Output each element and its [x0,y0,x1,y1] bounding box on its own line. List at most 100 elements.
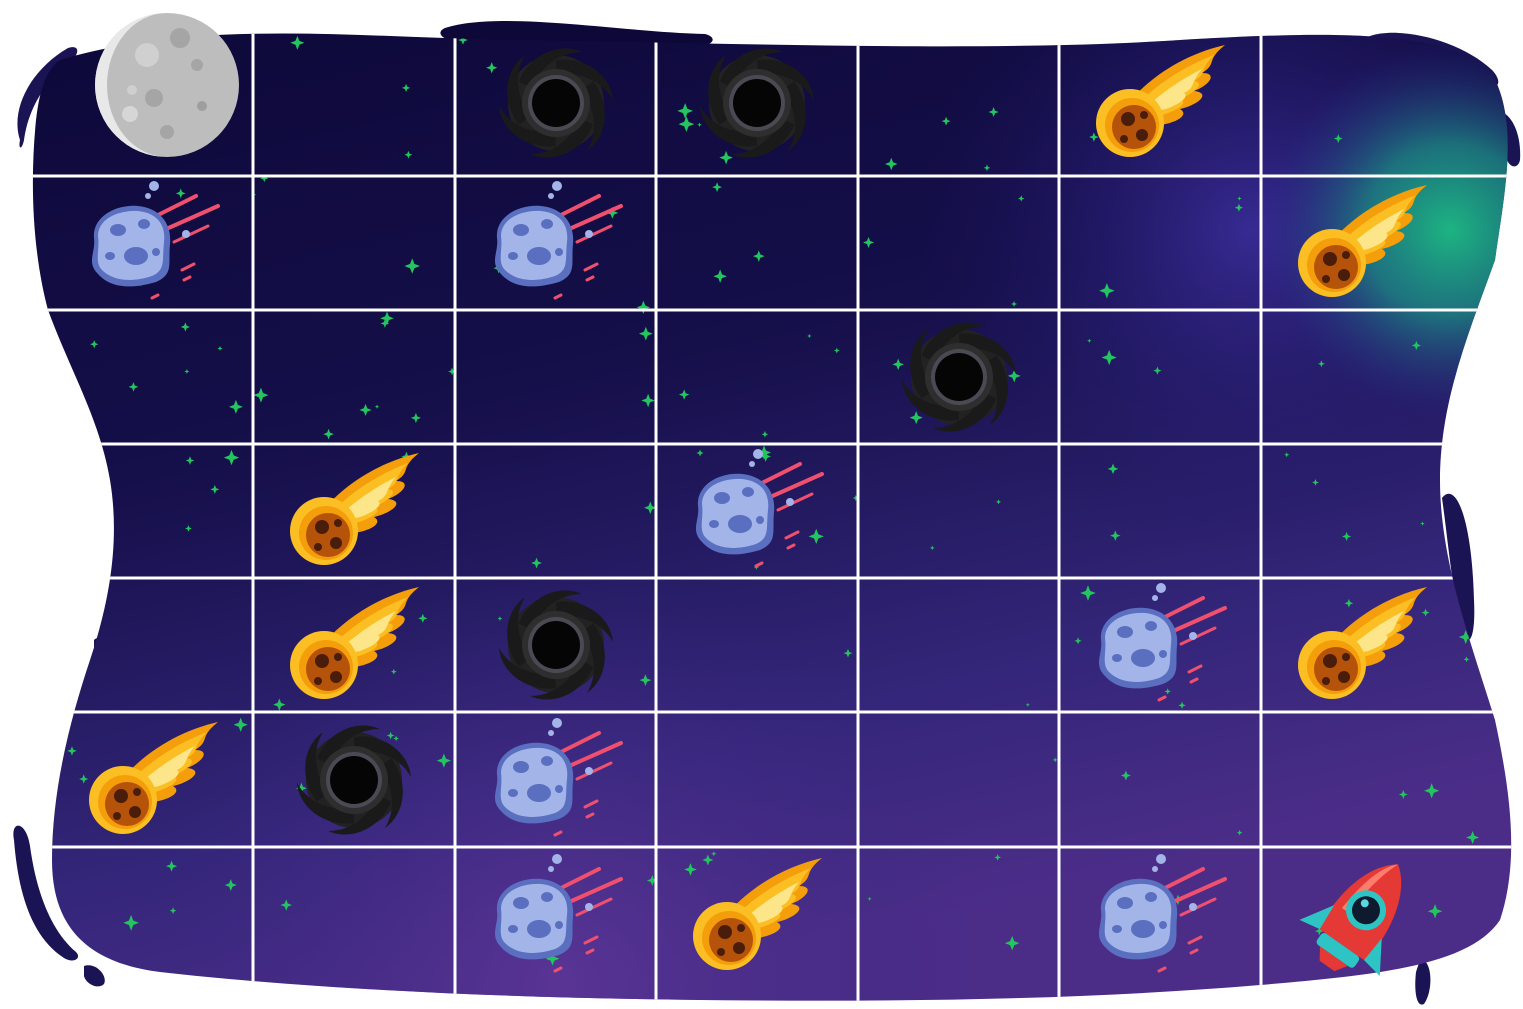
cell-r7-c3[interactable] [455,847,656,985]
cell-r3-c3[interactable] [455,310,656,444]
cell-r7-c2[interactable] [253,847,455,985]
cell-r2-c3[interactable] [455,176,656,310]
star [273,698,286,711]
cell-r5-c5[interactable] [858,578,1059,712]
star [636,300,651,315]
black-hole-icon [491,38,621,168]
cell-r1-c4[interactable] [656,30,858,176]
cell-r3-c6[interactable] [1059,310,1261,444]
star [697,122,702,128]
cell-r1-c3[interactable] [455,30,656,176]
star [390,668,397,675]
star [702,854,714,866]
cell-r2-c2[interactable] [253,176,455,310]
space-wisp [1415,959,1431,1005]
cell-r6-c3[interactable] [455,712,656,847]
star [644,501,657,514]
cell-r7-c5[interactable] [858,847,1059,985]
cell-r6-c1[interactable] [52,712,253,847]
star [1107,463,1119,475]
star [224,879,237,892]
star [128,382,139,392]
cell-r5-c2[interactable] [253,578,455,712]
space-wisp [1442,493,1475,640]
star [639,674,652,686]
star [1427,904,1443,919]
comet-icon [1292,585,1432,705]
cell-r4-c7[interactable] [1261,444,1462,578]
star [67,746,77,756]
star [1089,132,1099,142]
space-wisp [84,965,105,987]
cell-r5-c1[interactable] [52,578,253,712]
black-hole-icon [894,312,1024,442]
cell-r5-c4[interactable] [656,578,858,712]
star [253,387,269,403]
cell-r1-c6[interactable] [1059,30,1261,176]
star [1120,770,1131,781]
star [1458,630,1473,645]
star [1236,829,1243,836]
cell-r2-c1[interactable] [52,176,253,310]
star [833,347,840,354]
cell-r5-c3[interactable] [455,578,656,712]
asteroid-icon [1085,580,1235,710]
star [892,358,904,371]
star [756,445,772,460]
cell-r2-c7[interactable] [1261,176,1462,310]
star [885,157,898,171]
black-hole-icon [692,38,822,168]
star [410,412,421,423]
cell-r6-c7[interactable] [1261,712,1462,847]
star [863,236,875,248]
cell-r2-c4[interactable] [656,176,858,310]
star [1234,203,1243,212]
cell-r5-c7[interactable] [1261,578,1462,712]
cell-r2-c5[interactable] [858,176,1059,310]
cell-r4-c4[interactable] [656,444,858,578]
star [1087,338,1092,343]
cell-r5-c6[interactable] [1059,578,1261,712]
star [1312,479,1319,486]
cell-r7-c6[interactable] [1059,847,1261,985]
star [983,164,991,172]
star [380,319,390,328]
cell-r6-c4[interactable] [656,712,858,847]
cell-r6-c2[interactable] [253,712,455,847]
star [1466,830,1480,844]
cell-r4-c1[interactable] [52,444,253,578]
cell-r1-c5[interactable] [858,30,1059,176]
star [323,428,334,440]
moon-icon [92,10,242,160]
cell-r3-c4[interactable] [656,310,858,444]
cell-r4-c6[interactable] [1059,444,1261,578]
cell-r1-c1[interactable] [52,13,253,176]
star [418,613,428,623]
cell-r7-c4[interactable] [656,847,858,985]
comet-icon [284,585,424,705]
star [123,914,139,931]
cell-r7-c7[interactable] [1261,847,1462,985]
star [185,456,195,465]
cell-r4-c3[interactable] [455,444,656,578]
cell-r7-c1[interactable] [52,847,253,985]
cell-r6-c5[interactable] [858,712,1059,847]
cell-r1-c7[interactable] [1261,30,1462,176]
star [1178,701,1186,709]
cell-r3-c7[interactable] [1261,310,1462,444]
cell-r3-c5[interactable] [858,310,1059,444]
star [401,83,411,93]
cell-r3-c2[interactable] [253,310,455,444]
asteroid-icon [1085,851,1235,981]
star [1333,134,1343,143]
asteroid-icon [481,178,631,308]
cell-r4-c2[interactable] [253,444,455,578]
cell-r4-c5[interactable] [858,444,1059,578]
cell-r6-c6[interactable] [1059,712,1261,847]
cell-r1-c2[interactable] [253,30,455,176]
star [760,451,771,462]
cell-r2-c6[interactable] [1059,176,1261,310]
cell-r3-c1[interactable] [52,310,253,444]
star [79,774,89,784]
